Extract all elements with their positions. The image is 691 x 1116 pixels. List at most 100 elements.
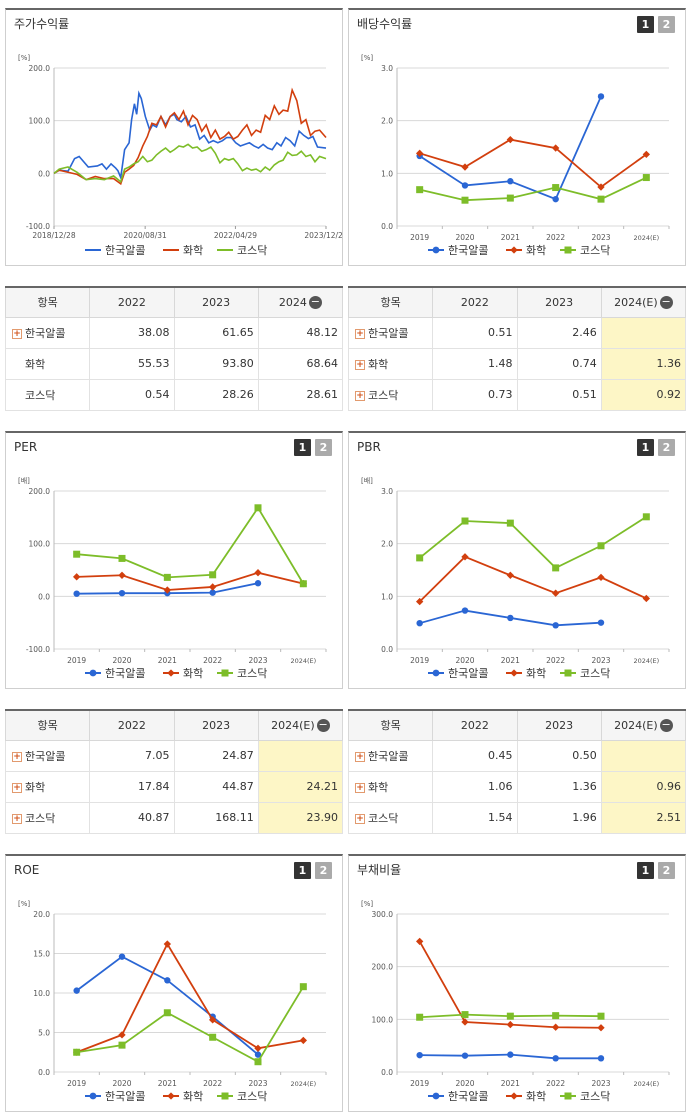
table-row: 코스닥 0.54 28.26 28.61 — [4, 378, 344, 411]
pager-button-2[interactable]: 2 — [658, 16, 675, 33]
collapse-icon[interactable]: − — [659, 295, 673, 309]
row-name: 코스닥 — [25, 811, 56, 825]
data-point — [209, 589, 216, 596]
pager-button-1[interactable]: 1 — [637, 862, 654, 879]
expand-plus-icon[interactable]: + — [355, 751, 365, 762]
collapse-icon[interactable]: − — [316, 718, 330, 732]
x-tick-label: 2024(E) — [290, 1080, 316, 1088]
data-point — [597, 93, 605, 100]
column-header: 2023 — [516, 286, 602, 318]
expand-plus-icon[interactable]: + — [355, 359, 365, 370]
data-point — [164, 977, 171, 984]
expand-plus-icon[interactable]: + — [355, 813, 365, 824]
data-point — [73, 987, 80, 994]
data-point — [299, 1036, 308, 1045]
series-3 — [53, 143, 327, 184]
legend-label: 코스닥 — [237, 244, 267, 257]
value-cell — [600, 316, 687, 349]
x-tick-label: 2019 — [67, 656, 86, 665]
value-cell: 23.90 — [257, 801, 344, 834]
value-cell: 24.21 — [257, 770, 344, 803]
expand-plus-icon[interactable]: + — [355, 782, 365, 793]
data-point — [208, 583, 217, 591]
pager-button-2[interactable]: 2 — [658, 862, 675, 879]
y-tick-label: 3.0 — [381, 487, 393, 496]
expand-plus-icon[interactable]: + — [12, 751, 22, 762]
data-point — [163, 586, 172, 594]
column-header: 2024(E) − — [600, 286, 687, 318]
column-header-label: 2023 — [545, 295, 574, 309]
x-tick-label: 2019 — [410, 1079, 429, 1088]
collapse-icon[interactable]: − — [659, 718, 673, 732]
stock-return-table: 항목 2022 2023 2024− + 한국알콜 38.08 61.65 48.12 화학 55.… — [4, 286, 344, 411]
expand-plus-icon[interactable]: + — [355, 390, 365, 401]
x-tick-label: 2022 — [546, 656, 565, 665]
data-point — [597, 542, 605, 550]
x-tick-label: 2023 — [591, 1079, 610, 1088]
x-tick-label: 2020 — [455, 656, 474, 665]
x-tick-label: 2023 — [591, 233, 610, 242]
data-point — [461, 182, 469, 189]
panel-title: ROE — [14, 863, 40, 877]
expand-plus-icon[interactable]: + — [12, 328, 22, 339]
x-tick-label: 2019 — [67, 1079, 86, 1088]
value-cell: 1.36 — [600, 347, 687, 380]
pager-button-2[interactable]: 2 — [658, 439, 675, 456]
x-tick-label: 2022 — [546, 1079, 565, 1088]
y-unit-label: [배] — [18, 476, 30, 485]
data-point — [552, 195, 559, 203]
legend-marker — [432, 1092, 440, 1100]
data-point — [552, 184, 560, 192]
row-name-cell: + 코스닥 — [347, 378, 434, 411]
pager-button-1[interactable]: 1 — [637, 16, 654, 33]
per-chart: [배] 200.0 100.0 0.0 -100.0 2019 2020 2021 2022 20… — [18, 476, 327, 680]
series-line — [419, 138, 647, 189]
row-name: 한국알콜 — [25, 749, 66, 763]
x-tick-label: 2019 — [410, 233, 429, 242]
pager-button-2[interactable]: 2 — [315, 862, 332, 879]
legend: 한국알콜 화학 코스닥 — [428, 666, 610, 680]
pager: 1 2 — [637, 439, 675, 456]
value-cell: 1.96 — [516, 801, 602, 834]
panel-title: PBR — [357, 440, 381, 454]
row-name: 코스닥 — [25, 388, 56, 402]
value-cell — [257, 739, 344, 772]
legend-label: 화학 — [183, 1090, 203, 1103]
legend-marker — [221, 669, 229, 677]
data-point — [254, 504, 262, 512]
data-point — [254, 580, 262, 587]
data-point — [642, 174, 650, 182]
series-1 — [416, 93, 605, 203]
value-cell: 1.36 — [516, 770, 602, 803]
y-tick-label: 0.0 — [381, 1068, 393, 1077]
x-tick-label: 2023 — [591, 656, 610, 665]
column-header: 2022 — [89, 709, 175, 741]
x-tick-label: 2019 — [410, 656, 429, 665]
row-name-cell: + 화학 — [4, 770, 91, 803]
x-tick-label: 2021 — [501, 233, 520, 242]
pager: 1 2 — [637, 862, 675, 879]
data-point — [299, 983, 307, 991]
expand-plus-icon[interactable]: + — [355, 328, 365, 339]
expand-plus-icon[interactable]: + — [12, 813, 22, 824]
pager-button-2[interactable]: 2 — [315, 439, 332, 456]
legend-label: 코스닥 — [237, 667, 267, 680]
series-line — [419, 176, 647, 202]
y-tick-label: -100.0 — [26, 645, 50, 654]
table-row: 화학 55.53 93.80 68.64 — [4, 347, 344, 380]
data-point — [415, 149, 424, 157]
legend-label: 화학 — [526, 667, 546, 680]
legend-label: 한국알콜 — [105, 1089, 145, 1103]
collapse-icon[interactable]: − — [308, 295, 322, 309]
pager-button-1[interactable]: 1 — [294, 439, 311, 456]
y-unit-label: [%] — [18, 900, 30, 908]
x-tick-label: 2022/04/29 — [214, 231, 257, 240]
pager-button-1[interactable]: 1 — [637, 439, 654, 456]
series-line — [53, 143, 327, 184]
pager-button-1[interactable]: 1 — [294, 862, 311, 879]
value-cell: 55.53 — [89, 347, 175, 380]
column-header-label: 2023 — [202, 718, 231, 732]
table-row: + 코스닥 1.54 1.96 2.51 — [347, 801, 687, 834]
expand-plus-icon[interactable]: + — [12, 782, 22, 793]
